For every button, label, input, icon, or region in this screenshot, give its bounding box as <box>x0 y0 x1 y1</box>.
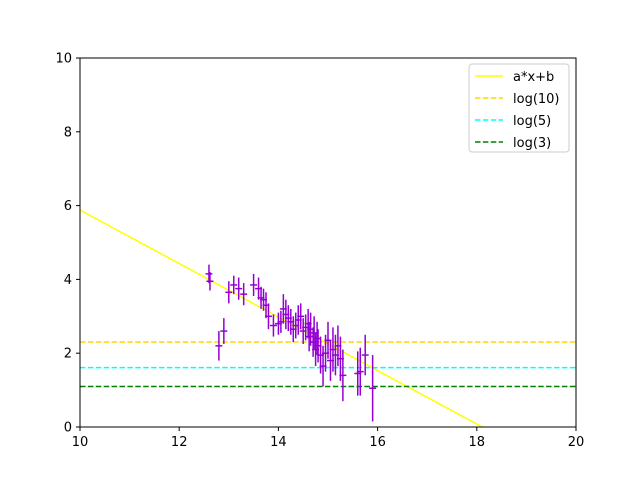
y-tick-label: 10 <box>55 52 72 67</box>
data-point <box>297 303 305 330</box>
y-tick-label: 6 <box>64 199 72 214</box>
data-point <box>356 347 364 396</box>
x-tick-label: 20 <box>568 435 585 450</box>
data-point <box>361 334 369 376</box>
axes-frame <box>79 57 577 428</box>
x-tick-label: 16 <box>369 435 386 450</box>
legend-entry: log(5) <box>475 114 551 129</box>
legend-label: log(3) <box>513 136 551 151</box>
data-point <box>235 277 243 300</box>
data-point <box>369 355 377 422</box>
plot-area <box>80 209 576 427</box>
legend-label: log(5) <box>513 114 551 129</box>
x-tick-label: 18 <box>469 435 486 450</box>
data-point <box>225 281 233 304</box>
legend-label: log(10) <box>513 92 560 107</box>
x-tick-label: 14 <box>270 435 287 450</box>
data-point <box>250 273 258 297</box>
data-point <box>206 272 214 291</box>
data-point <box>215 331 223 361</box>
data-point <box>265 303 272 330</box>
legend-entry: a*x+b <box>475 70 554 85</box>
data-point <box>205 264 213 284</box>
y-tick-label: 8 <box>64 125 72 140</box>
data-point <box>313 321 321 356</box>
x-tick-label: 12 <box>171 435 188 450</box>
data-point <box>339 349 347 402</box>
y-tick-label: 4 <box>64 273 72 288</box>
axis-ticks: 10 12 14 16 18 20 0 2 4 6 8 10 <box>55 52 584 451</box>
legend-entry: log(3) <box>475 136 551 151</box>
data-point <box>230 275 238 295</box>
data-point <box>269 314 277 337</box>
data-point <box>305 321 313 352</box>
legend: a*x+b log(10) log(5) log(3) <box>468 63 570 153</box>
data-point <box>240 283 248 306</box>
x-tick-label: 10 <box>72 435 89 450</box>
data-point <box>220 318 228 344</box>
legend-label: a*x+b <box>513 70 554 85</box>
legend-box <box>468 63 570 153</box>
legend-entry: log(10) <box>475 92 560 107</box>
y-tick-label: 2 <box>64 347 72 362</box>
y-tick-label: 0 <box>64 421 72 436</box>
